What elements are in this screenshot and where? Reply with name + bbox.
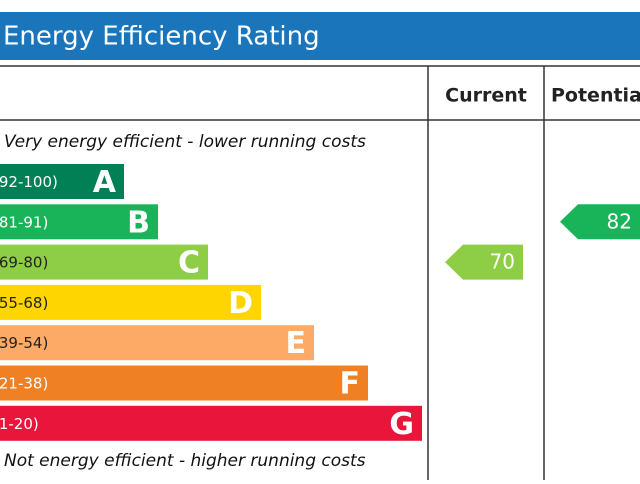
current-header: Current [445,85,527,107]
rating-value: 82 [607,209,632,233]
band-bar [0,405,422,441]
title-bar [0,12,640,60]
band-letter: G [389,407,414,442]
band-bar [0,204,158,240]
band-letter: C [178,246,200,281]
band-range: (1-20) [0,415,39,433]
band-range: (81-91) [0,213,48,231]
band-range: (39-54) [0,334,48,352]
title: Energy Efficiency Rating [3,22,320,52]
bottom-note: Not energy efficient - higher running co… [4,451,366,471]
band-letter: D [228,286,253,321]
band-range: (92-100) [0,173,58,191]
band-bar [0,325,314,361]
band-bar [0,244,208,280]
band-bar [0,284,261,320]
band-letter: B [127,205,150,240]
band-bar [0,365,368,401]
table-frame [0,65,640,67]
band-range: (55-68) [0,294,48,312]
band-range: (21-38) [0,375,48,393]
band-letter: F [340,367,361,402]
band-bar [0,164,124,199]
rating-arrow [560,204,640,240]
band-letter: E [286,326,307,361]
rating-arrow [445,244,523,280]
band-range: (69-80) [0,254,48,272]
band-letter: A [93,165,117,200]
potential-header: Potential [551,85,640,107]
rating-value: 70 [490,250,515,274]
top-note: Very energy efficient - lower running co… [4,132,366,152]
